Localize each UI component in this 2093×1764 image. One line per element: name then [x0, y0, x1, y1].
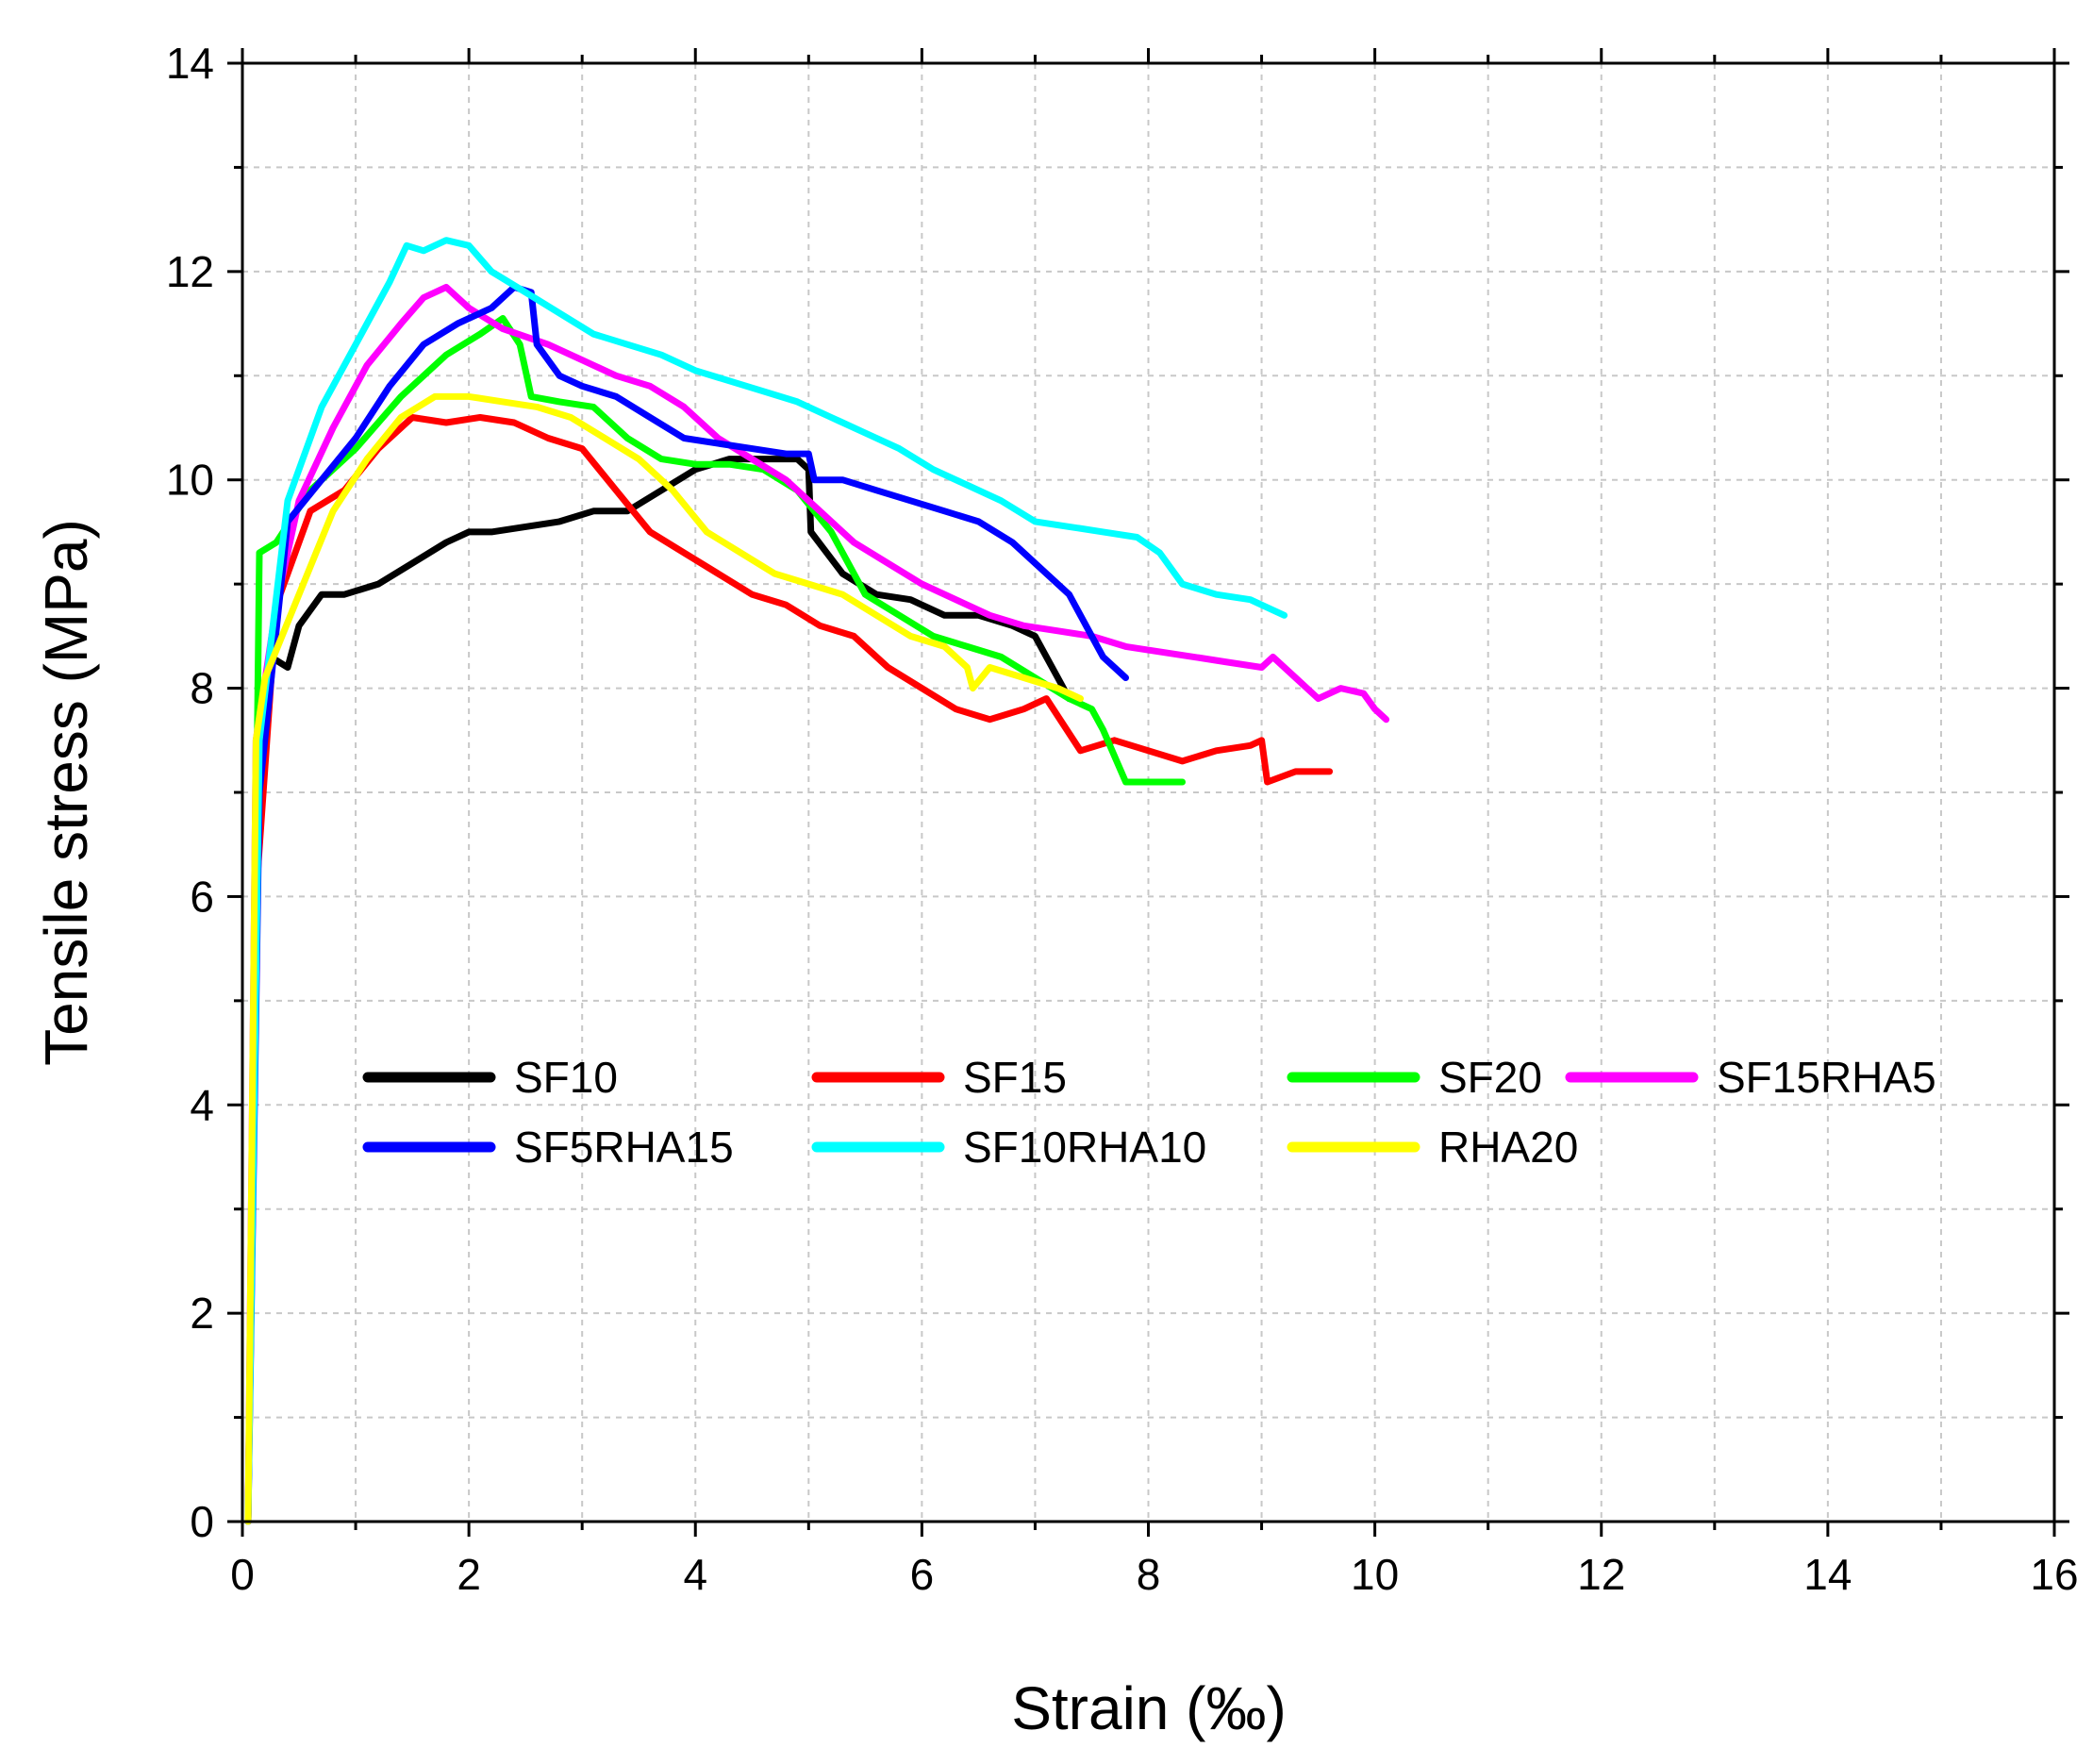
y-tick-label: 10	[166, 456, 214, 505]
x-tick-label: 6	[910, 1550, 935, 1599]
series-line-sf20	[244, 315, 1186, 1525]
x-tick-label: 12	[1577, 1550, 1625, 1599]
x-tick-label: 4	[683, 1550, 707, 1599]
legend-label-sf15rha5: SF15RHA5	[1717, 1053, 1936, 1102]
series-line-sf5rha15	[244, 283, 1129, 1525]
y-tick-label: 0	[190, 1497, 214, 1546]
x-axis-title: Strain (‰)	[1011, 1674, 1287, 1742]
series-line-sf15rha5	[244, 283, 1390, 1525]
y-tick-label: 4	[190, 1080, 214, 1129]
x-tick-label: 16	[2030, 1550, 2078, 1599]
y-tick-label: 12	[166, 247, 214, 296]
series-line-rha20	[244, 392, 1084, 1525]
y-tick-label: 2	[190, 1289, 214, 1338]
x-tick-label: 14	[1803, 1550, 1852, 1599]
legend-label-sf20: SF20	[1438, 1053, 1542, 1102]
series-line-sf10	[244, 456, 1072, 1525]
series-line-sf10rha10	[244, 237, 1288, 1525]
x-tick-label: 0	[230, 1550, 255, 1599]
y-tick-label: 6	[190, 872, 214, 921]
series-line-sf15	[244, 414, 1334, 1525]
x-tick-label: 2	[457, 1550, 481, 1599]
axes: 0 2 4 6 8 10 12 14 16 0 2 4 6 8 10 12 14	[166, 39, 2079, 1599]
legend-label-sf15: SF15	[963, 1053, 1067, 1102]
y-tick-label: 14	[166, 39, 214, 88]
legend-label-rha20: RHA20	[1438, 1123, 1578, 1172]
y-tick-label: 8	[190, 664, 214, 713]
legend-label-sf10rha10: SF10RHA10	[963, 1123, 1206, 1172]
series-layer	[244, 237, 1390, 1525]
legend: SF10 SF15 SF20 SF15RHA5 SF5RHA15 SF10RHA10 RHA…	[362, 1053, 1936, 1172]
grid	[242, 63, 2054, 1522]
legend-label-sf10: SF10	[514, 1053, 618, 1102]
y-axis-title: Tensile stress (MPa)	[32, 519, 100, 1066]
x-tick-label: 8	[1137, 1550, 1161, 1599]
legend-label-sf5rha15: SF5RHA15	[514, 1123, 734, 1172]
x-tick-label: 10	[1351, 1550, 1399, 1599]
